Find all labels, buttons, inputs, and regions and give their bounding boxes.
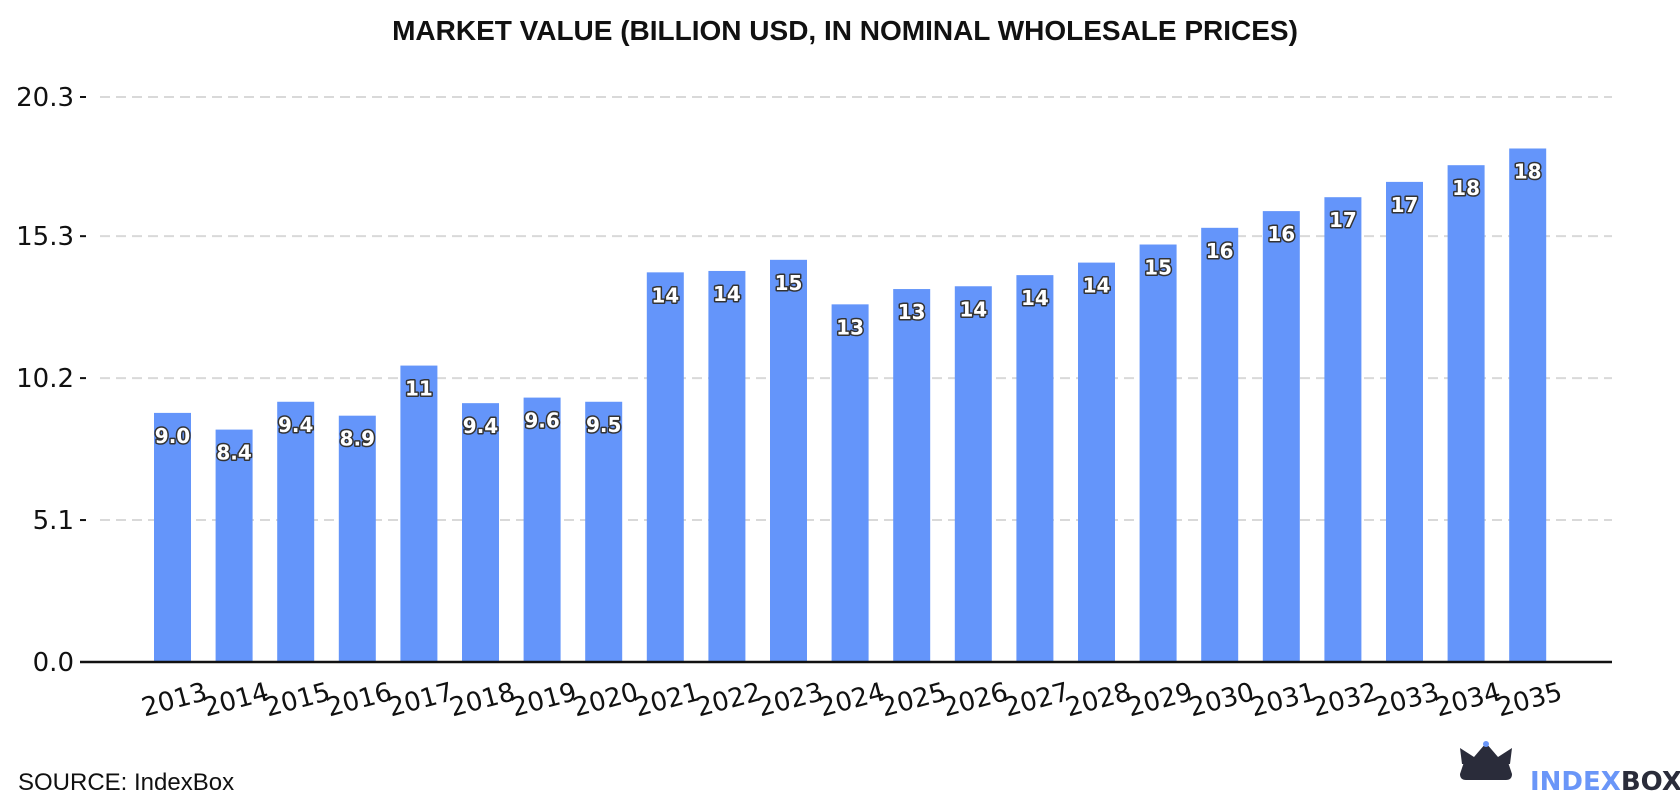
data-label: 9.4 bbox=[278, 413, 313, 437]
indexbox-logo: INDEXBOX bbox=[1460, 741, 1680, 797]
bar bbox=[1262, 211, 1300, 663]
data-label: 8.9 bbox=[340, 427, 375, 451]
x-tick-label: 2015 bbox=[262, 677, 334, 723]
bar bbox=[400, 365, 438, 662]
data-label: 11 bbox=[405, 377, 433, 401]
brand-name-part-1: INDEX bbox=[1530, 767, 1621, 797]
data-label: 14 bbox=[1083, 274, 1111, 298]
data-label: 16 bbox=[1206, 239, 1234, 263]
data-label: 9.6 bbox=[524, 409, 559, 433]
data-label: 15 bbox=[1144, 256, 1172, 280]
bars bbox=[154, 148, 1547, 663]
data-label: 15 bbox=[775, 271, 803, 295]
x-tick-label: 2017 bbox=[385, 677, 457, 723]
y-tick-label: 0.0 bbox=[33, 648, 74, 678]
bar bbox=[462, 403, 499, 662]
bar bbox=[1016, 275, 1054, 662]
x-tick-label: 2019 bbox=[508, 677, 580, 723]
x-tick-label: 2024 bbox=[816, 677, 888, 723]
bar bbox=[1139, 244, 1177, 662]
bar bbox=[831, 304, 869, 662]
data-label: 17 bbox=[1329, 208, 1357, 232]
x-tick-label: 2026 bbox=[939, 677, 1011, 723]
y-tick-label: 15.3 bbox=[16, 222, 74, 252]
crown-logo-icon bbox=[1460, 741, 1512, 780]
x-tick-label: 2031 bbox=[1247, 677, 1319, 723]
x-tick-label: 2028 bbox=[1063, 677, 1135, 723]
brand-name-part-2: BOX bbox=[1621, 767, 1680, 797]
source-text: SOURCE: IndexBox bbox=[18, 769, 234, 796]
x-tick-label: 2032 bbox=[1309, 677, 1381, 723]
data-label: 17 bbox=[1391, 193, 1419, 217]
data-label: 18 bbox=[1514, 159, 1542, 183]
x-tick-label: 2021 bbox=[631, 677, 703, 723]
data-label: 13 bbox=[836, 315, 864, 339]
bar bbox=[646, 272, 684, 662]
data-label: 14 bbox=[1021, 286, 1049, 310]
bar bbox=[1447, 165, 1485, 663]
y-tick-label: 20.3 bbox=[16, 83, 74, 113]
x-tick-label: 2018 bbox=[447, 677, 519, 723]
data-label: 9.0 bbox=[155, 424, 190, 448]
x-tick-label: 2029 bbox=[1124, 677, 1196, 723]
x-tick-label: 2030 bbox=[1186, 677, 1258, 723]
x-tick-label: 2035 bbox=[1494, 677, 1566, 723]
data-label: 9.4 bbox=[463, 414, 498, 438]
y-tick-label: 10.2 bbox=[16, 364, 74, 394]
bar bbox=[708, 270, 746, 662]
x-tick-label: 2023 bbox=[755, 677, 827, 723]
bar bbox=[1386, 181, 1423, 662]
x-tick-label: 2016 bbox=[323, 677, 395, 723]
data-label: 14 bbox=[713, 282, 741, 306]
x-tick-label: 2014 bbox=[200, 677, 272, 723]
brand-name: INDEXBOX bbox=[1530, 767, 1680, 797]
x-tick-label: 2027 bbox=[1001, 677, 1073, 723]
bar bbox=[215, 429, 253, 662]
bar bbox=[893, 289, 931, 662]
y-axis-ticks: 0.0 5.1 10.2 15.3 20.3 bbox=[16, 83, 86, 678]
data-label: 8.4 bbox=[216, 441, 251, 465]
bar bbox=[338, 415, 376, 662]
bar bbox=[1078, 262, 1115, 662]
data-labels: 9.0 8.4 9.4 8.9 11 9.4 9.6 9.5 14 14 15 13 13 14 14 14 1… bbox=[153, 158, 1543, 466]
x-tick-label: 2034 bbox=[1432, 677, 1504, 723]
x-tick-label: 2013 bbox=[139, 677, 211, 723]
y-tick-label: 5.1 bbox=[33, 506, 74, 536]
bar bbox=[154, 412, 191, 662]
x-tick-label: 2020 bbox=[570, 677, 642, 723]
bar bbox=[954, 286, 992, 662]
data-label: 13 bbox=[898, 300, 926, 324]
data-label: 9.5 bbox=[586, 413, 621, 437]
chart-title: MARKET VALUE (BILLION USD, IN NOMINAL WH… bbox=[392, 15, 1298, 46]
x-tick-label: 2025 bbox=[878, 677, 950, 723]
data-label: 14 bbox=[959, 297, 987, 321]
data-label: 14 bbox=[651, 283, 679, 307]
x-tick-label: 2022 bbox=[693, 677, 765, 723]
bar bbox=[1201, 227, 1239, 662]
x-tick-label: 2033 bbox=[1371, 677, 1443, 723]
bar bbox=[523, 397, 561, 662]
bar bbox=[585, 401, 623, 662]
bar bbox=[1324, 197, 1362, 663]
data-label: 18 bbox=[1452, 176, 1480, 200]
bar bbox=[1509, 148, 1547, 663]
bar bbox=[770, 259, 807, 662]
bar bbox=[277, 401, 315, 662]
x-axis-ticks: 2013201420152016201720182019202020212022… bbox=[139, 677, 1566, 723]
data-label: 16 bbox=[1267, 222, 1295, 246]
